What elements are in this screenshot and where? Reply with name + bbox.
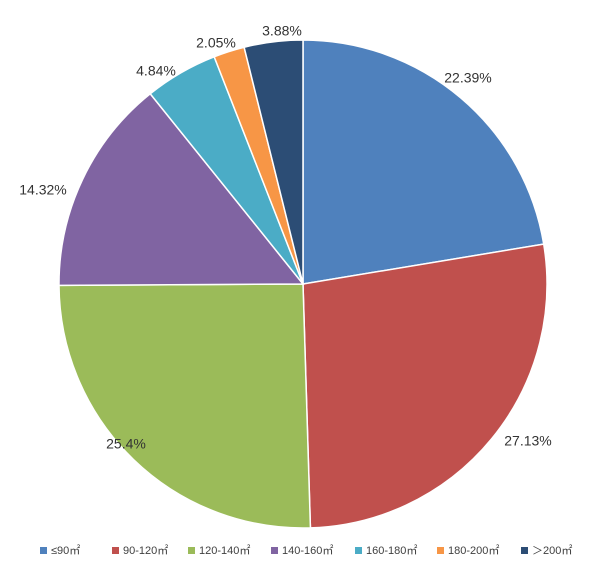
data-label: 2.05% xyxy=(196,35,236,51)
legend-label: 160-180㎡ xyxy=(366,544,417,557)
legend-item: ＞200㎡ xyxy=(521,544,572,557)
data-label: 25.4% xyxy=(106,436,146,452)
legend-item: 120-140㎡ xyxy=(188,544,250,557)
data-label: 27.13% xyxy=(504,433,551,449)
pie-slice xyxy=(302,243,548,529)
pie-slice xyxy=(58,283,312,529)
data-label: 14.32% xyxy=(19,182,66,198)
pie-slice xyxy=(302,39,545,285)
legend-label: ≤90㎡ xyxy=(51,544,80,557)
legend-label: ＞200㎡ xyxy=(532,544,572,557)
legend-swatch xyxy=(112,547,119,554)
data-label: 3.88% xyxy=(262,23,302,39)
legend-item: 180-200㎡ xyxy=(437,544,499,557)
legend-swatch xyxy=(40,547,47,554)
legend-swatch xyxy=(271,547,278,554)
legend-swatch xyxy=(188,547,195,554)
legend-item: 140-160㎡ xyxy=(271,544,333,557)
legend: ≤90㎡ 90-120㎡ 120-140㎡ 140-160㎡ 160-180㎡ 180-2… xyxy=(40,544,572,557)
legend-label: 90-120㎡ xyxy=(123,544,168,557)
pie-slice xyxy=(58,92,305,287)
legend-item: 160-180㎡ xyxy=(355,544,417,557)
legend-label: 180-200㎡ xyxy=(448,544,499,557)
legend-item: 90-120㎡ xyxy=(112,544,168,557)
legend-item: ≤90㎡ xyxy=(40,544,80,557)
pie-data-labels: 22.39% 27.13% 25.4% 14.32% 4.84% 2.05% 3.88% xyxy=(19,23,551,452)
legend-swatch xyxy=(437,547,444,554)
legend-label: 140-160㎡ xyxy=(282,544,333,557)
legend-label: 120-140㎡ xyxy=(199,544,250,557)
pie-slices xyxy=(58,39,548,529)
legend-swatch xyxy=(521,547,528,554)
data-label: 22.39% xyxy=(444,70,491,86)
data-label: 4.84% xyxy=(136,63,176,79)
legend-swatch xyxy=(355,547,362,554)
pie-slice xyxy=(243,39,304,285)
